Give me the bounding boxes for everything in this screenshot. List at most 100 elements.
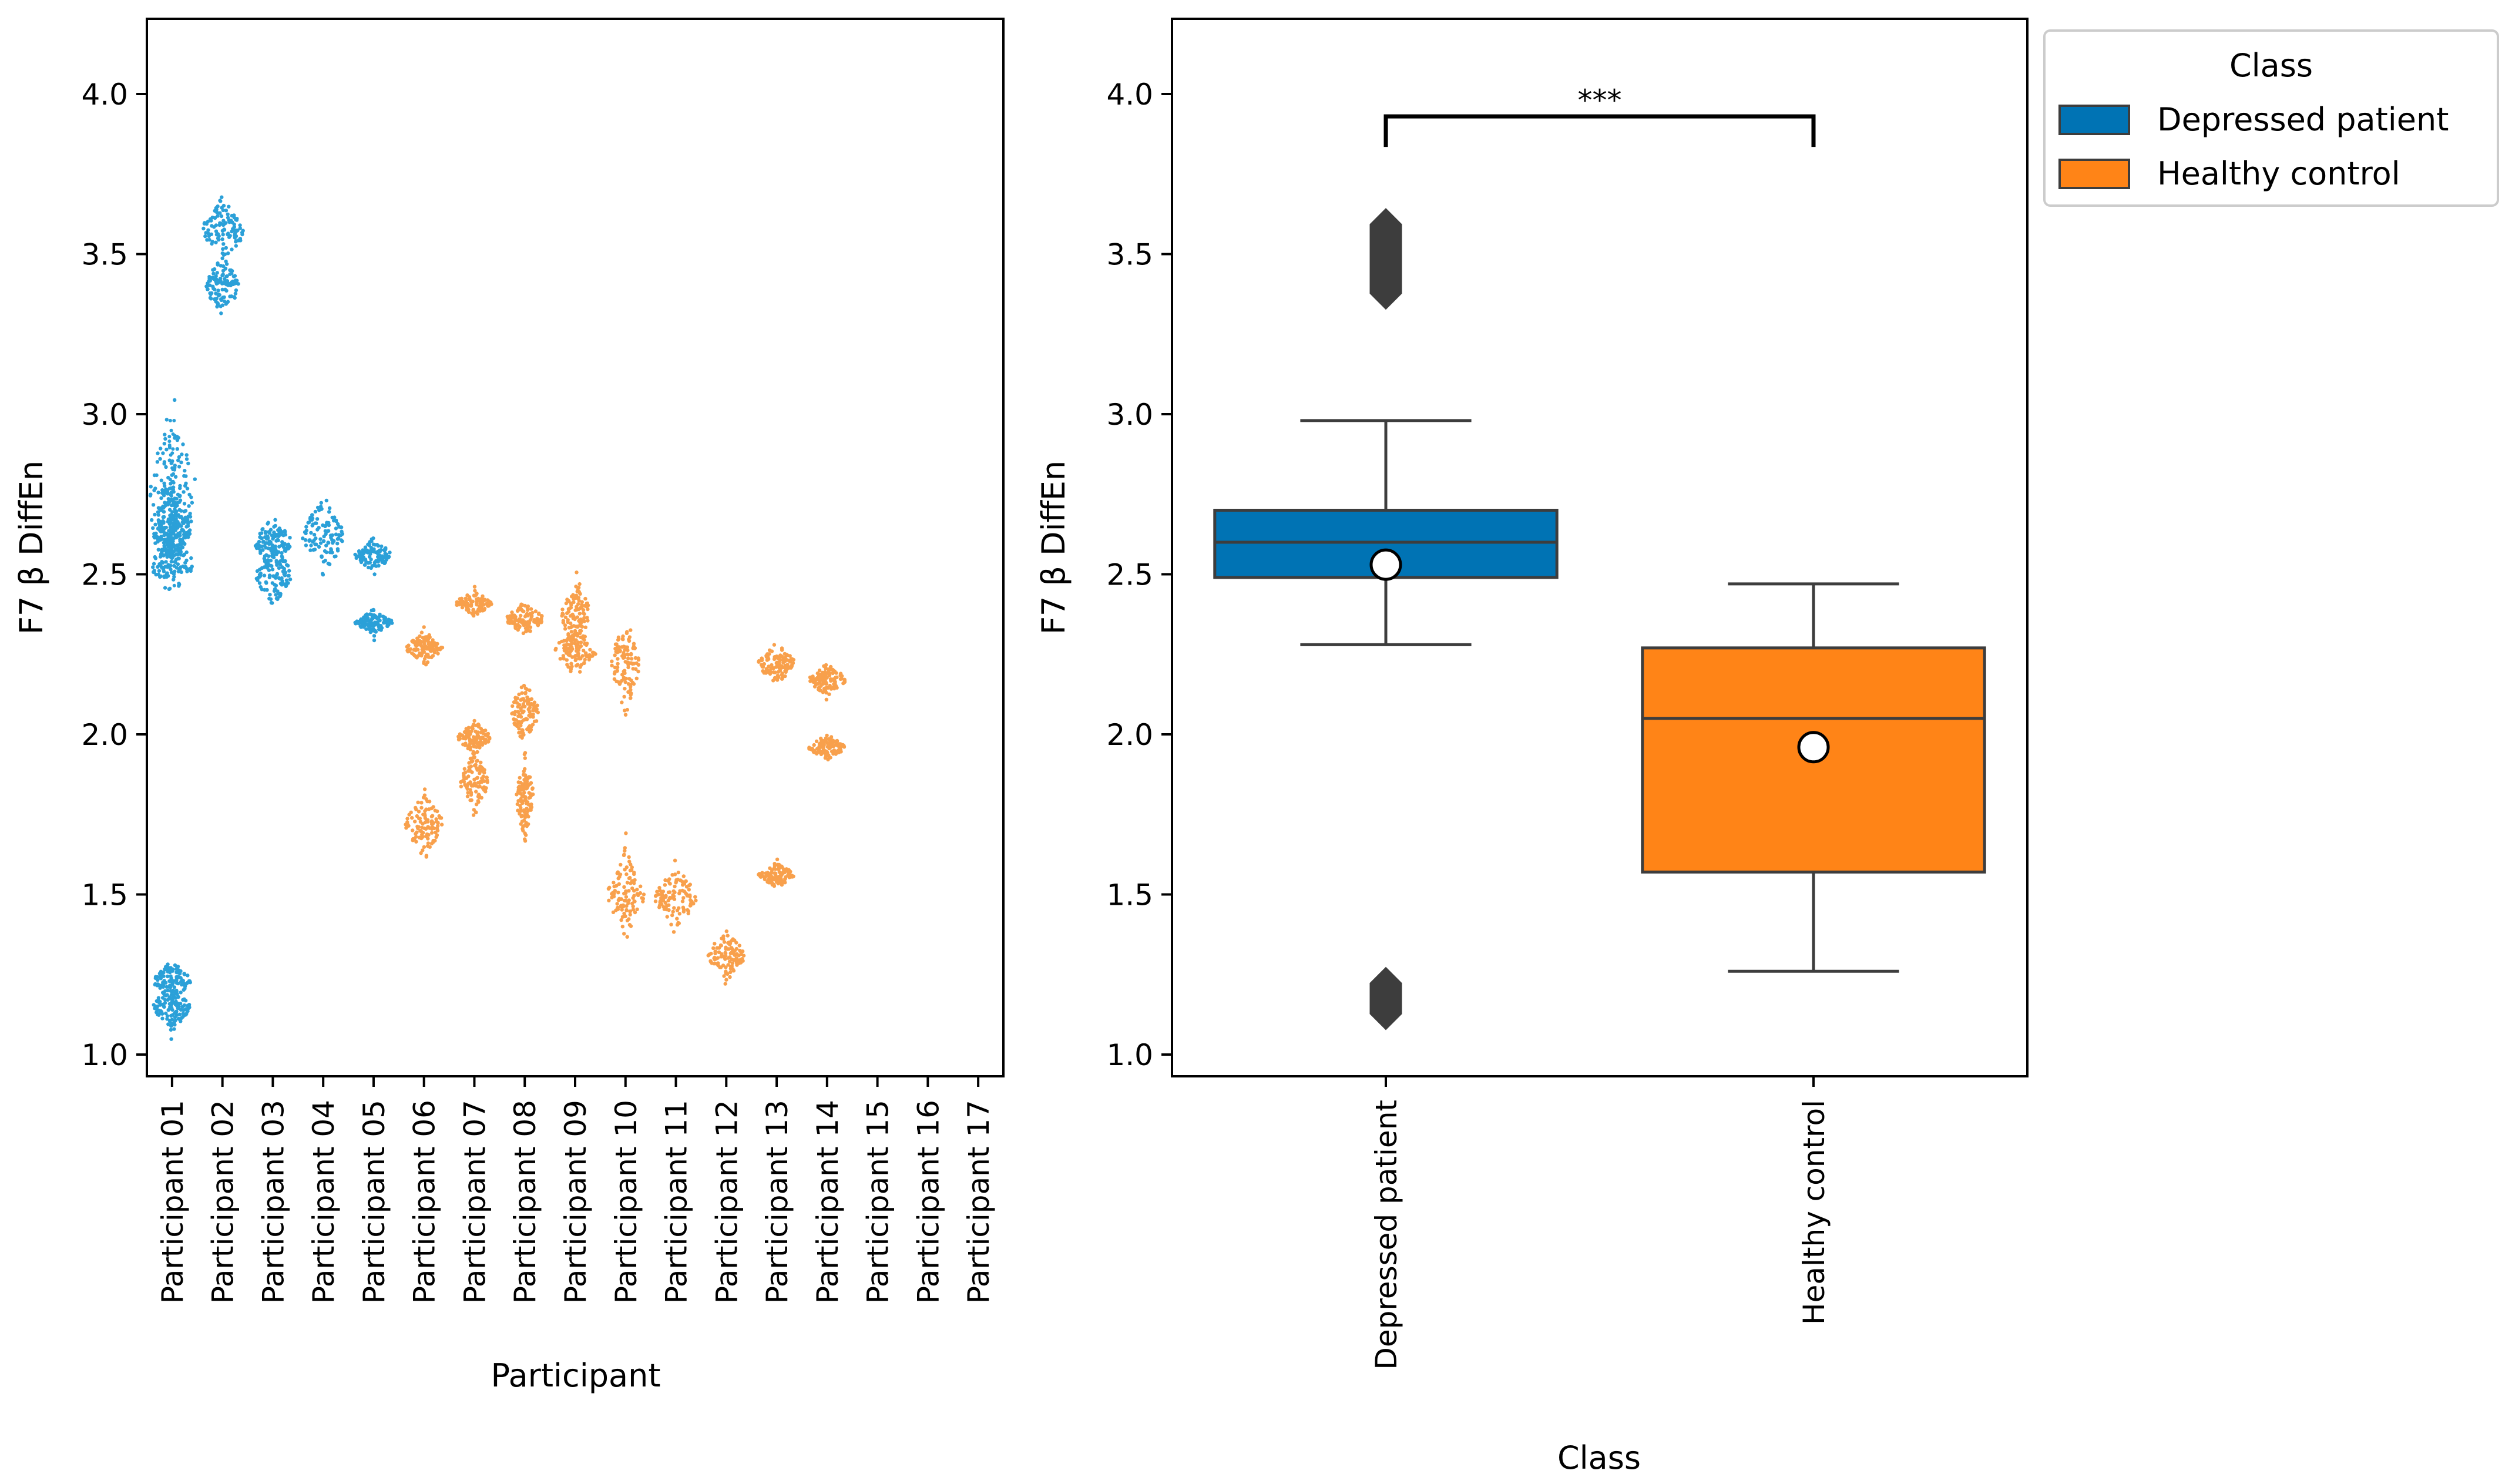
swarm-point bbox=[458, 732, 462, 736]
swarm-point bbox=[721, 934, 726, 938]
swarm-point bbox=[476, 799, 480, 803]
swarm-point bbox=[528, 729, 532, 733]
swarm-point bbox=[623, 713, 628, 717]
swarm-point bbox=[375, 543, 380, 547]
swarm-point bbox=[182, 474, 186, 478]
swarm-point bbox=[216, 236, 220, 240]
mean-marker bbox=[1369, 548, 1402, 581]
swarm-point bbox=[185, 569, 189, 573]
swarm-point bbox=[175, 503, 179, 508]
swarm-point bbox=[214, 291, 218, 296]
swarm-point bbox=[659, 899, 663, 903]
swarm-point bbox=[174, 967, 179, 971]
swarm-point bbox=[579, 629, 583, 633]
swarm-point bbox=[424, 807, 428, 811]
swarm-point bbox=[528, 618, 533, 622]
participant-tick-label: Participant 04 bbox=[307, 1100, 341, 1304]
swarm-point bbox=[722, 940, 727, 944]
swarm-point bbox=[464, 727, 468, 731]
swarm-point bbox=[783, 879, 787, 883]
swarm-point bbox=[475, 738, 479, 742]
box-y-tick-label: 2.5 bbox=[1106, 558, 1153, 592]
swarm-point bbox=[170, 473, 174, 477]
swarm-point bbox=[181, 1011, 186, 1016]
swarm-point bbox=[161, 567, 166, 571]
swarm-point bbox=[173, 1018, 177, 1023]
swarm-point bbox=[304, 543, 308, 548]
swarm-point bbox=[779, 877, 783, 881]
swarm-point bbox=[610, 659, 614, 663]
swarm-point bbox=[176, 531, 180, 536]
swarm-point bbox=[419, 643, 423, 648]
swarm-point bbox=[205, 238, 209, 242]
swarm-point bbox=[523, 691, 528, 696]
swarm-point bbox=[167, 586, 172, 590]
swarm-point bbox=[613, 670, 617, 674]
swarm-point bbox=[166, 574, 170, 578]
swarm-point bbox=[719, 965, 723, 969]
swarm-point bbox=[203, 221, 207, 225]
swarm-point bbox=[617, 875, 622, 879]
swarm-point bbox=[616, 891, 620, 895]
swarm-point bbox=[414, 835, 418, 839]
swarm-point bbox=[524, 623, 529, 627]
swarm-point bbox=[166, 563, 170, 567]
outlier-markers bbox=[1369, 208, 1402, 310]
swarm-point bbox=[221, 203, 226, 208]
swarm-point bbox=[562, 657, 566, 661]
swarm-point bbox=[162, 460, 167, 464]
swarm-point bbox=[459, 784, 464, 788]
swarm-point bbox=[569, 630, 573, 634]
swarm-point bbox=[627, 898, 631, 902]
swarm-point bbox=[234, 240, 238, 244]
swarm-point bbox=[270, 568, 275, 572]
swarm-point bbox=[169, 529, 173, 533]
swarm-point bbox=[440, 646, 445, 650]
swarm-point bbox=[719, 955, 723, 959]
swarm-point bbox=[784, 667, 789, 672]
swarm-point bbox=[170, 459, 174, 463]
swarm-point bbox=[152, 562, 156, 566]
box-plot: 1.0 1.5 2.0 2.5 3.0 3.5 4.0 Depressed patient H… bbox=[1035, 18, 2029, 1476]
swarm-point bbox=[764, 667, 768, 671]
swarm-point bbox=[839, 677, 844, 681]
swarm-point bbox=[262, 556, 266, 560]
swarm-point bbox=[288, 536, 292, 540]
legend: Class Depressed patient Healthy control bbox=[2043, 29, 2499, 207]
swarm-point bbox=[308, 548, 313, 552]
swarm-point bbox=[791, 874, 795, 878]
swarm-point bbox=[169, 567, 173, 572]
swarm-point bbox=[576, 640, 580, 644]
swarm-y-tick-label: 2.0 bbox=[81, 718, 128, 752]
swarm-point bbox=[774, 677, 778, 681]
swarm-point bbox=[722, 974, 726, 978]
swarm-point bbox=[174, 566, 179, 570]
swarm-point bbox=[167, 458, 172, 462]
swarm-point bbox=[276, 597, 280, 602]
swarm-point bbox=[676, 870, 681, 875]
swarm-point bbox=[835, 675, 839, 680]
swarm-point bbox=[422, 787, 427, 791]
swarm-point bbox=[366, 622, 370, 627]
swarm-point bbox=[234, 218, 239, 222]
swarm-point bbox=[633, 899, 637, 904]
swarm-point bbox=[531, 715, 535, 719]
swarm-point bbox=[227, 204, 231, 209]
swarm-point bbox=[156, 510, 160, 514]
swarm-point bbox=[824, 680, 828, 684]
swarm-point bbox=[234, 244, 238, 248]
swarm-point bbox=[254, 576, 258, 580]
swarm-point bbox=[280, 565, 284, 569]
swarm-y-tick-label: 3.0 bbox=[81, 398, 128, 432]
swarm-point bbox=[632, 889, 636, 893]
swarm-point bbox=[280, 576, 284, 580]
swarm-point bbox=[172, 553, 176, 558]
participant-swarm bbox=[253, 518, 293, 605]
swarm-point bbox=[184, 457, 189, 461]
swarm-point bbox=[278, 559, 283, 563]
swarm-point bbox=[553, 647, 558, 652]
swarm-point bbox=[176, 981, 180, 986]
swarm-point bbox=[572, 654, 577, 659]
swarm-point bbox=[778, 664, 782, 669]
swarm-point bbox=[482, 598, 486, 602]
